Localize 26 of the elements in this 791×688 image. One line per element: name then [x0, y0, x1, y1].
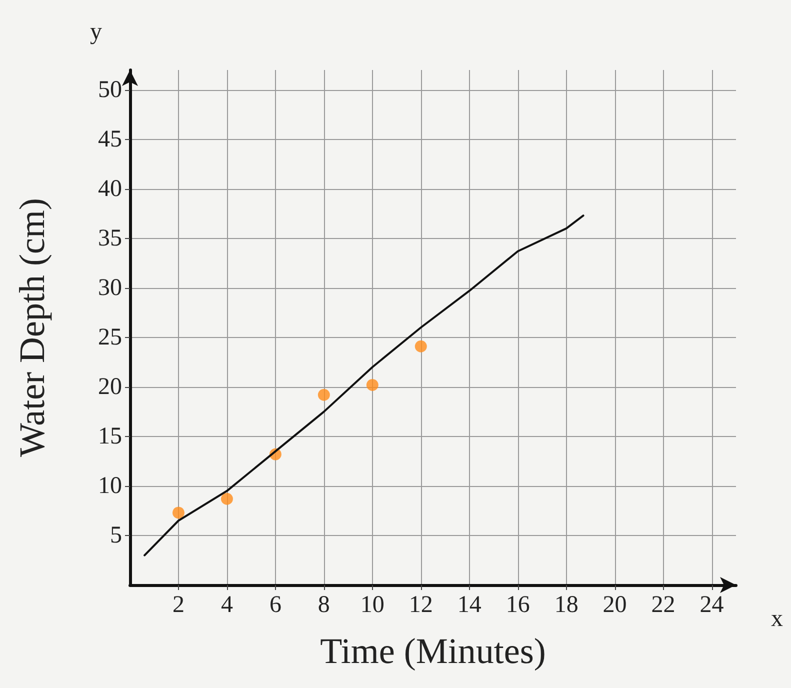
- x-tick-label: 18: [554, 592, 578, 618]
- x-tick-label: 16: [506, 592, 530, 618]
- x-tick-label: 2: [172, 592, 184, 618]
- x-tick-label: 14: [457, 592, 482, 618]
- y-tick-label: 5: [110, 522, 122, 548]
- y-tick-label: 40: [98, 176, 122, 202]
- x-tick-label: 22: [651, 592, 676, 618]
- y-tick-label: 30: [98, 274, 122, 301]
- y-tick-label: 20: [98, 374, 122, 400]
- y-axis-title: Water Depth (cm): [12, 198, 52, 457]
- x-tick-label: 10: [360, 592, 384, 618]
- y-tick-label: 15: [98, 423, 122, 450]
- y-tick-label: 10: [98, 472, 122, 499]
- x-tick-label: 6: [269, 592, 282, 618]
- y-tick-label: 45: [98, 126, 122, 152]
- y-tick-label: 35: [98, 225, 122, 252]
- x-tick-label: 20: [602, 592, 627, 618]
- text: y: [90, 19, 102, 45]
- x-tick-label: 8: [318, 592, 330, 618]
- text: x: [771, 606, 783, 632]
- y-tick-label: 25: [98, 324, 122, 350]
- x-tick-label: 24: [700, 592, 724, 618]
- x-axis-title: Time (Minutes): [320, 631, 546, 671]
- y-tick-label: 50: [98, 76, 122, 103]
- x-tick-label: 12: [408, 592, 433, 618]
- x-tick-label: 4: [220, 592, 233, 618]
